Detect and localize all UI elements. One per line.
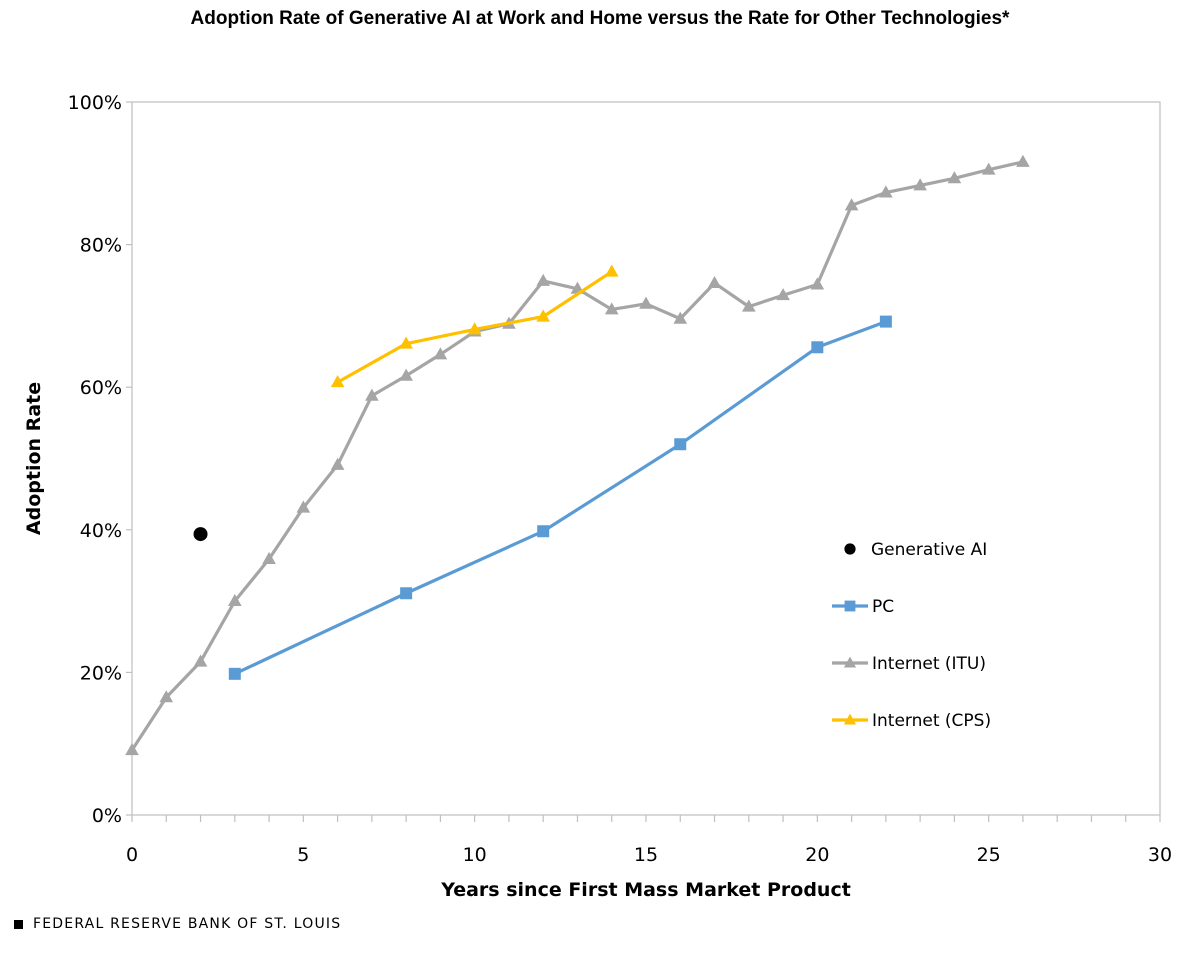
legend-label: Generative AI — [871, 540, 987, 560]
series-internet-cps — [330, 264, 619, 388]
legend-marker — [843, 713, 857, 725]
data-point-internet-itu — [947, 171, 962, 184]
y-tick-label: 60% — [80, 377, 122, 399]
data-point-internet-itu — [604, 302, 619, 315]
data-point-internet-itu — [913, 178, 927, 191]
legend-marker — [844, 543, 856, 555]
series-pc — [228, 315, 892, 680]
legend-item-internet-cps: Internet (CPS) — [832, 711, 991, 731]
x-tick-label: 20 — [805, 844, 829, 866]
data-point-internet-cps — [399, 336, 413, 349]
data-point-internet-itu — [125, 742, 139, 756]
data-point-internet-cps — [604, 264, 619, 277]
data-point-internet-itu — [810, 277, 825, 290]
chart-title: Adoption Rate of Generative AI at Work a… — [190, 8, 1010, 29]
y-tick-label: 40% — [80, 520, 122, 542]
data-point-internet-itu — [1016, 154, 1030, 167]
y-axis-title: Adoption Rate — [23, 382, 45, 535]
legend-marker — [844, 600, 856, 612]
data-point-pc — [674, 438, 687, 451]
y-tick-label: 100% — [68, 92, 122, 114]
data-point-pc — [400, 587, 413, 600]
x-axis-ticks: 0 5 10 15 20 25 30 — [126, 815, 1172, 866]
data-point-internet-itu — [536, 273, 551, 286]
data-point-pc — [879, 315, 892, 328]
data-point-internet-itu — [227, 593, 242, 607]
legend-label: Internet (ITU) — [872, 654, 986, 674]
series-layer — [125, 154, 1030, 756]
legend-label: PC — [872, 597, 894, 617]
data-point-internet-itu — [776, 288, 790, 301]
data-point-internet-itu — [673, 311, 688, 324]
data-point-internet-itu — [159, 690, 174, 703]
footer-square-icon — [14, 919, 23, 929]
legend: Generative AI PC Internet (ITU) Internet (C… — [832, 540, 991, 731]
data-point-internet-itu — [741, 299, 756, 312]
data-point-pc — [228, 667, 241, 680]
legend-item-pc: PC — [832, 597, 894, 617]
footer-source: FEDERAL RESERVE BANK OF ST. LOUIS — [33, 916, 342, 932]
y-tick-label: 20% — [80, 662, 122, 684]
y-axis-ticks: 0% 20% 40% 60% 80% 100% — [68, 92, 132, 827]
data-point-internet-cps — [536, 309, 551, 322]
series-generative-ai — [193, 527, 208, 542]
data-point-internet-itu — [330, 457, 345, 470]
plot-frame — [131, 101, 1161, 816]
data-point-internet-itu — [193, 654, 208, 667]
x-tick-label: 10 — [463, 844, 487, 866]
legend-item-internet-itu: Internet (ITU) — [832, 654, 986, 674]
data-point-internet-itu — [296, 500, 311, 513]
data-point-internet-itu — [879, 185, 893, 198]
data-point-internet-itu — [365, 388, 379, 401]
data-point-internet-itu — [707, 275, 722, 289]
data-point-internet-itu — [639, 296, 653, 309]
data-point-pc — [811, 341, 824, 354]
y-tick-label: 0% — [92, 805, 122, 827]
x-axis-title: Years since First Mass Market Product — [440, 879, 851, 901]
data-point-internet-itu — [981, 162, 996, 175]
data-point-internet-itu — [433, 347, 448, 360]
data-point-internet-itu — [844, 198, 859, 211]
data-point-internet-itu — [399, 368, 413, 381]
data-point-pc — [537, 525, 550, 538]
x-tick-label: 5 — [297, 844, 309, 866]
series-line-pc — [234, 320, 887, 676]
x-tick-label: 0 — [126, 844, 138, 866]
data-point-internet-itu — [262, 551, 276, 564]
x-tick-label: 15 — [634, 844, 658, 866]
legend-label: Internet (CPS) — [872, 711, 991, 731]
footer: FEDERAL RESERVE BANK OF ST. LOUIS — [14, 916, 341, 932]
x-tick-label: 25 — [977, 844, 1001, 866]
x-tick-label: 30 — [1148, 844, 1172, 866]
legend-marker — [843, 656, 857, 668]
data-point-internet-cps — [467, 322, 482, 335]
axes — [131, 101, 1161, 816]
y-tick-label: 80% — [80, 235, 122, 257]
data-point-generative-ai — [193, 527, 208, 542]
data-point-internet-cps — [330, 375, 345, 388]
legend-item-generative-ai: Generative AI — [844, 540, 987, 560]
